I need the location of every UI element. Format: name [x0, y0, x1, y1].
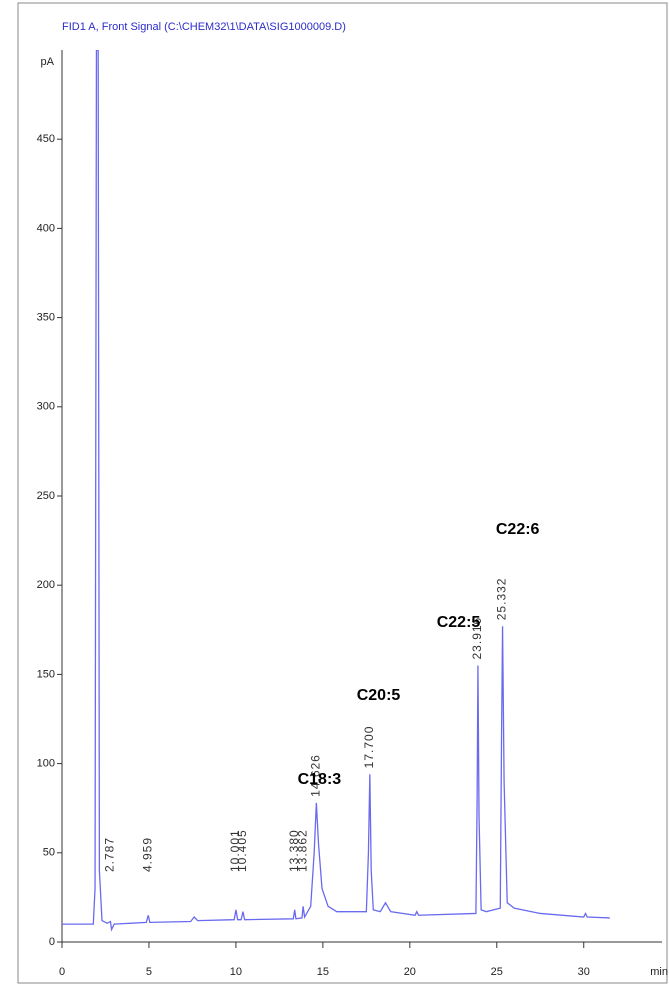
y-tick-label: 50 — [43, 847, 55, 859]
y-tick-label: 250 — [37, 490, 55, 502]
x-tick-label: 30 — [578, 966, 590, 978]
peak-label: 25.332 — [495, 578, 509, 621]
y-tick-label: 150 — [37, 668, 55, 680]
y-tick-label: 450 — [37, 133, 55, 145]
y-tick-label: 100 — [37, 758, 55, 770]
peak-label: 13.380 — [287, 829, 301, 872]
peak-label: 4.959 — [140, 837, 154, 872]
x-tick-label: 5 — [146, 966, 152, 978]
y-tick-label: 350 — [37, 312, 55, 324]
peak-label: 17.700 — [362, 726, 376, 769]
frame — [17, 2, 668, 984]
x-tick-label: 15 — [317, 966, 329, 978]
y-tick-label: 400 — [37, 222, 55, 234]
y-tick-label: 0 — [49, 936, 55, 948]
x-tick-label: 0 — [59, 966, 65, 978]
peak-label: 10.405 — [235, 829, 249, 872]
y-tick-label: 300 — [37, 401, 55, 413]
annotation: C20:5 — [357, 687, 401, 704]
y-tick-label: 200 — [37, 579, 55, 591]
peak-label: 23.916 — [470, 617, 484, 660]
signal-trace — [62, 50, 610, 932]
x-tick-label: 10 — [230, 966, 242, 978]
chart-title: FID1 A, Front Signal (C:\CHEM32\1\DATA\S… — [62, 21, 346, 33]
peak-label: 13.862 — [295, 829, 309, 872]
annotation: C18:3 — [298, 771, 342, 788]
annotation: C22:6 — [496, 521, 540, 538]
x-tick-label: 20 — [404, 966, 416, 978]
x-axis-label: min — [650, 966, 668, 978]
y-axis-label: pA — [41, 56, 55, 68]
x-tick-label: 25 — [491, 966, 503, 978]
peak-label: 2.787 — [103, 837, 117, 872]
peak-label: 14.626 — [309, 754, 323, 797]
peak-label: 10.001 — [228, 829, 242, 872]
annotation: C22:5 — [437, 614, 481, 631]
